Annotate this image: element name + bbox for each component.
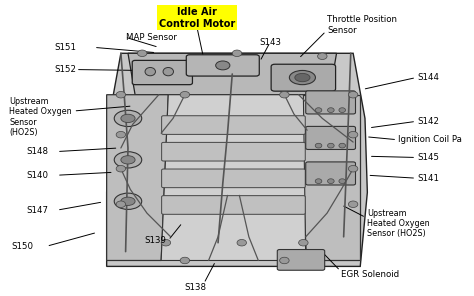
Text: Upstream
Heated Oxygen
Sensor (HO2S): Upstream Heated Oxygen Sensor (HO2S) bbox=[367, 209, 430, 238]
Ellipse shape bbox=[289, 70, 316, 85]
Ellipse shape bbox=[348, 131, 358, 138]
Ellipse shape bbox=[116, 201, 126, 207]
Polygon shape bbox=[128, 53, 337, 95]
Text: S144: S144 bbox=[417, 73, 439, 82]
FancyBboxPatch shape bbox=[306, 126, 356, 149]
Ellipse shape bbox=[339, 143, 346, 148]
Text: EGR Solenoid: EGR Solenoid bbox=[341, 270, 400, 279]
Ellipse shape bbox=[163, 67, 173, 76]
Ellipse shape bbox=[348, 165, 358, 172]
Ellipse shape bbox=[328, 108, 334, 112]
FancyBboxPatch shape bbox=[306, 91, 356, 114]
Text: S150: S150 bbox=[12, 242, 34, 251]
Ellipse shape bbox=[280, 91, 289, 98]
Ellipse shape bbox=[114, 110, 142, 127]
Text: Throttle Position
Sensor: Throttle Position Sensor bbox=[327, 15, 397, 35]
Ellipse shape bbox=[280, 257, 289, 264]
Text: Ignition Coil Pa: Ignition Coil Pa bbox=[398, 135, 462, 144]
Ellipse shape bbox=[348, 91, 358, 98]
Ellipse shape bbox=[318, 53, 327, 59]
Ellipse shape bbox=[315, 143, 322, 148]
FancyBboxPatch shape bbox=[162, 169, 305, 188]
Ellipse shape bbox=[116, 91, 126, 98]
Text: S145: S145 bbox=[417, 153, 439, 162]
Text: Idle Air
Control Motor: Idle Air Control Motor bbox=[159, 7, 235, 28]
Ellipse shape bbox=[299, 239, 308, 246]
FancyBboxPatch shape bbox=[277, 250, 325, 270]
Ellipse shape bbox=[180, 91, 190, 98]
Ellipse shape bbox=[339, 179, 346, 184]
Ellipse shape bbox=[114, 193, 142, 210]
Polygon shape bbox=[161, 95, 306, 260]
Ellipse shape bbox=[328, 179, 334, 184]
Ellipse shape bbox=[232, 50, 242, 57]
Ellipse shape bbox=[315, 108, 322, 112]
Ellipse shape bbox=[315, 179, 322, 184]
Text: S139: S139 bbox=[145, 236, 166, 245]
Text: S140: S140 bbox=[26, 171, 48, 180]
Text: Upstream
Heated Oxygen
Sensor
(HO2S): Upstream Heated Oxygen Sensor (HO2S) bbox=[9, 97, 72, 137]
Ellipse shape bbox=[121, 197, 135, 205]
Text: S152: S152 bbox=[55, 65, 76, 74]
Ellipse shape bbox=[116, 165, 126, 172]
FancyBboxPatch shape bbox=[162, 116, 305, 134]
Ellipse shape bbox=[116, 131, 126, 138]
Ellipse shape bbox=[237, 239, 246, 246]
FancyBboxPatch shape bbox=[306, 162, 356, 185]
FancyBboxPatch shape bbox=[271, 64, 336, 91]
Polygon shape bbox=[299, 95, 360, 260]
Ellipse shape bbox=[216, 61, 230, 70]
Text: S138: S138 bbox=[184, 283, 206, 292]
Ellipse shape bbox=[121, 156, 135, 164]
FancyBboxPatch shape bbox=[186, 55, 259, 76]
FancyBboxPatch shape bbox=[162, 196, 305, 214]
Ellipse shape bbox=[137, 50, 147, 57]
Ellipse shape bbox=[114, 152, 142, 168]
Ellipse shape bbox=[295, 73, 310, 82]
Polygon shape bbox=[107, 95, 168, 260]
Ellipse shape bbox=[348, 201, 358, 207]
Text: S141: S141 bbox=[417, 174, 439, 183]
Ellipse shape bbox=[161, 239, 171, 246]
Ellipse shape bbox=[339, 108, 346, 112]
Ellipse shape bbox=[121, 114, 135, 123]
Text: S148: S148 bbox=[26, 147, 48, 156]
FancyBboxPatch shape bbox=[132, 60, 192, 85]
Text: S147: S147 bbox=[26, 206, 48, 215]
Text: MAP Sensor: MAP Sensor bbox=[126, 33, 176, 41]
FancyBboxPatch shape bbox=[162, 142, 305, 161]
Ellipse shape bbox=[180, 257, 190, 264]
Text: S142: S142 bbox=[417, 117, 439, 126]
Text: S151: S151 bbox=[55, 43, 76, 52]
Polygon shape bbox=[107, 53, 367, 266]
Ellipse shape bbox=[145, 67, 155, 76]
Text: S143: S143 bbox=[260, 38, 282, 46]
Ellipse shape bbox=[328, 143, 334, 148]
